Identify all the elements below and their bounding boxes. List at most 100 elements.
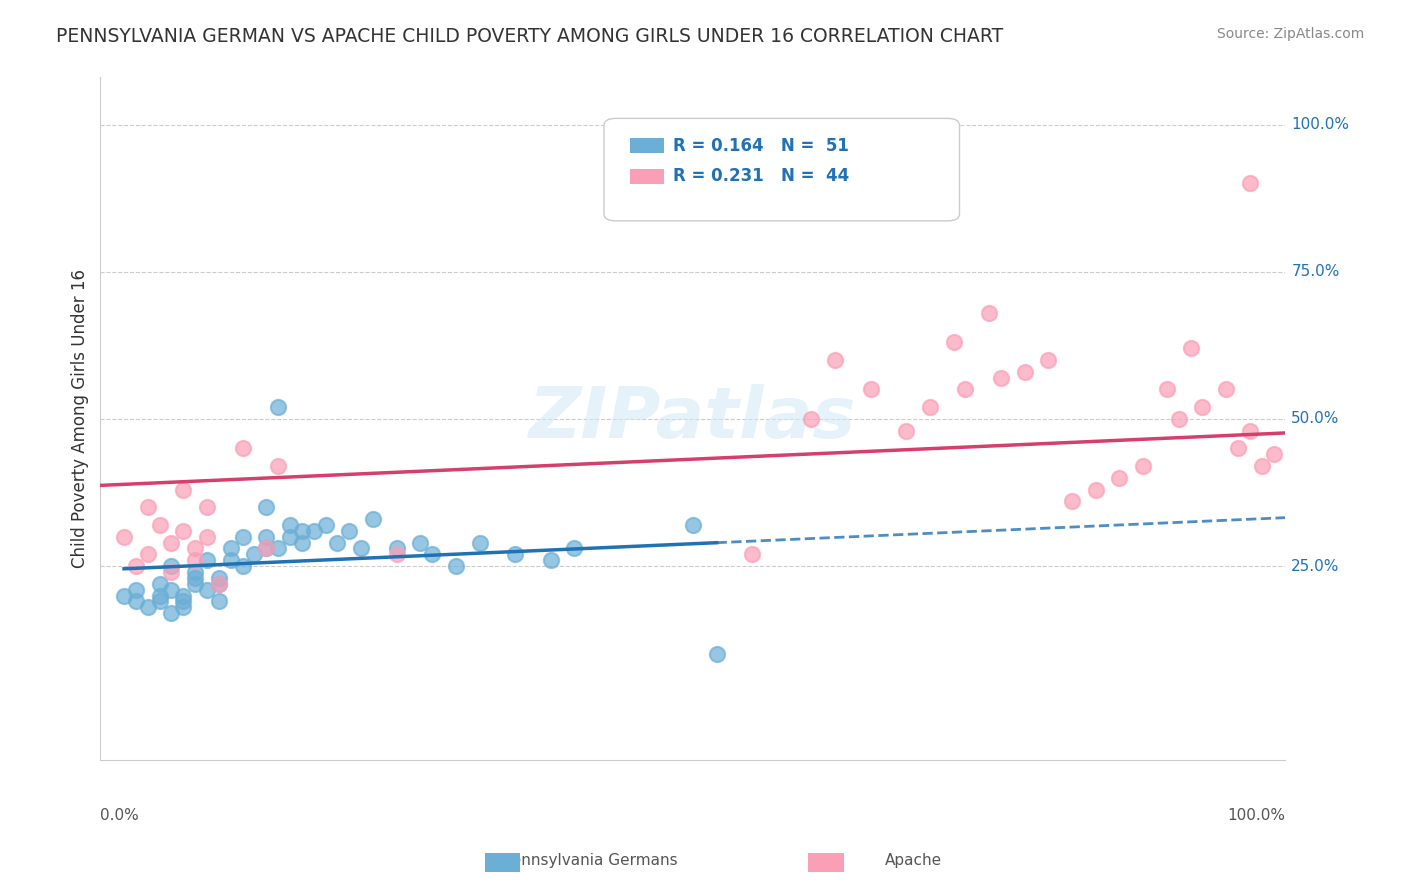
Point (291, 535, 314, 549)
Point (706, 648, 728, 662)
Point (894, 424, 917, 438)
Point (291, 524, 314, 538)
Point (990, 370, 1012, 384)
Point (136, 547, 159, 561)
Point (741, 547, 763, 561)
Point (149, 517, 172, 532)
Point (195, 500, 218, 515)
Point (420, 547, 443, 561)
Point (184, 541, 207, 556)
Point (160, 582, 183, 597)
Point (254, 500, 277, 515)
FancyBboxPatch shape (605, 119, 959, 221)
Text: Apache: Apache (886, 854, 942, 868)
Point (1084, 483, 1107, 497)
Point (1239, 177, 1261, 191)
Point (267, 400, 290, 414)
Point (1167, 412, 1189, 426)
Point (184, 565, 207, 579)
Point (824, 353, 846, 368)
Point (859, 383, 882, 397)
Point (208, 594, 231, 608)
Point (195, 553, 218, 567)
Point (540, 553, 562, 567)
Point (160, 559, 183, 574)
Point (136, 500, 159, 515)
Point (125, 559, 148, 574)
Point (149, 594, 172, 608)
Text: 100.0%: 100.0% (1227, 808, 1285, 823)
Point (184, 571, 207, 585)
Point (136, 600, 159, 615)
Point (149, 589, 172, 603)
Point (195, 582, 218, 597)
Text: 100.0%: 100.0% (1291, 117, 1350, 132)
Text: ZIPatlas: ZIPatlas (529, 384, 856, 453)
Text: Source: ZipAtlas.com: Source: ZipAtlas.com (1216, 27, 1364, 41)
Point (337, 524, 360, 538)
Point (254, 530, 277, 544)
Point (1180, 341, 1202, 355)
Point (1014, 365, 1036, 379)
Point (278, 517, 301, 532)
Point (172, 524, 194, 538)
Point (267, 541, 290, 556)
Point (112, 589, 135, 603)
Point (184, 553, 207, 567)
Point (1038, 353, 1060, 368)
Point (385, 547, 408, 561)
Point (195, 530, 218, 544)
Point (503, 547, 526, 561)
Point (1156, 383, 1178, 397)
Point (160, 565, 183, 579)
Point (955, 383, 977, 397)
Point (254, 541, 277, 556)
Text: Pennsylvania Germans: Pennsylvania Germans (503, 854, 678, 868)
Point (977, 306, 1000, 320)
Point (302, 524, 325, 538)
Point (1108, 471, 1130, 485)
Point (564, 541, 586, 556)
Point (682, 517, 704, 532)
Point (208, 576, 231, 591)
Point (172, 589, 194, 603)
Point (918, 400, 941, 414)
Point (1215, 383, 1237, 397)
FancyBboxPatch shape (630, 138, 664, 153)
Point (160, 535, 183, 549)
Point (243, 547, 266, 561)
Point (232, 559, 254, 574)
Point (1263, 447, 1285, 461)
Point (160, 606, 183, 620)
Point (267, 458, 290, 473)
Point (125, 594, 148, 608)
Point (254, 541, 277, 556)
Point (172, 483, 194, 497)
Point (409, 535, 432, 549)
Point (315, 517, 337, 532)
Point (350, 541, 373, 556)
Point (172, 594, 194, 608)
Point (232, 442, 254, 456)
Point (1060, 494, 1083, 508)
Point (219, 541, 242, 556)
Point (172, 600, 194, 615)
Text: 0.0%: 0.0% (100, 808, 139, 823)
Point (444, 559, 467, 574)
Point (385, 541, 408, 556)
Point (208, 576, 231, 591)
Point (112, 530, 135, 544)
Text: R = 0.164   N =  51: R = 0.164 N = 51 (673, 136, 849, 154)
Point (219, 553, 242, 567)
Text: 75.0%: 75.0% (1291, 264, 1340, 279)
Point (1191, 400, 1213, 414)
Point (184, 576, 207, 591)
Text: PENNSYLVANIA GERMAN VS APACHE CHILD POVERTY AMONG GIRLS UNDER 16 CORRELATION CHA: PENNSYLVANIA GERMAN VS APACHE CHILD POVE… (56, 27, 1004, 45)
Point (149, 576, 172, 591)
Point (125, 582, 148, 597)
Point (208, 571, 231, 585)
Point (1132, 458, 1154, 473)
Text: R = 0.231   N =  44: R = 0.231 N = 44 (673, 168, 849, 186)
Text: 50.0%: 50.0% (1291, 411, 1340, 426)
Point (1239, 424, 1261, 438)
